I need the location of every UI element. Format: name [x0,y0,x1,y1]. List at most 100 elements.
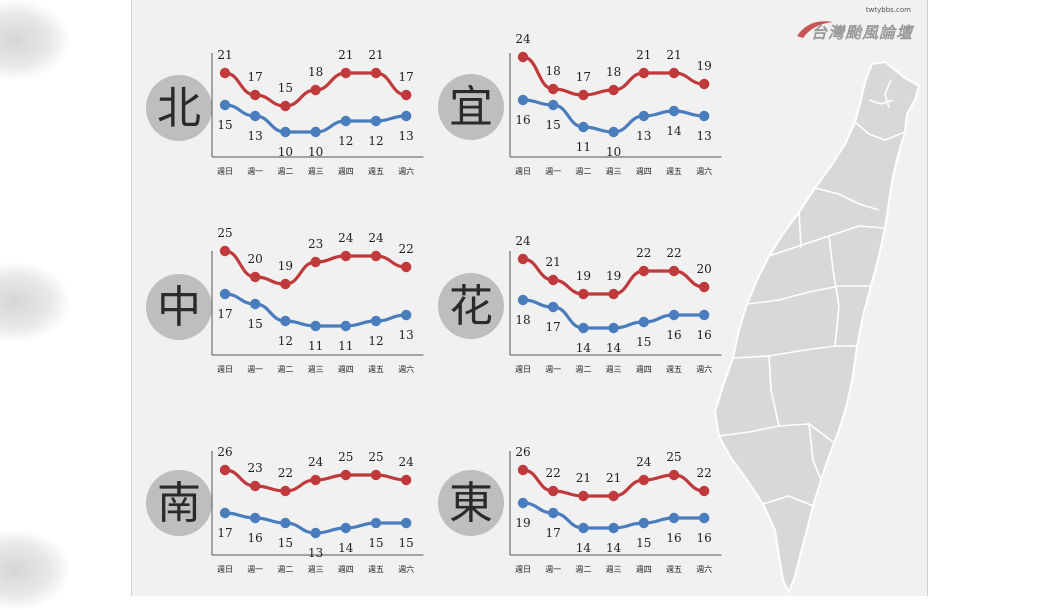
x-tick-label: 週二 [575,565,591,574]
low-temperature-label: 16 [666,328,681,342]
high-temperature-point [370,469,382,481]
low-temperature-label: 15 [278,536,293,550]
low-temperature-point [638,517,649,529]
high-temperature-label: 22 [546,466,561,480]
x-tick-label: 週六 [696,364,712,374]
x-tick-label: 週五 [368,167,384,176]
low-temperature-label: 15 [368,536,383,550]
low-temperature-point [280,315,291,327]
region-label: 東 [449,478,493,529]
high-temperature-label: 17 [248,70,263,84]
low-temperature-point [250,110,261,122]
high-temperature-point [401,89,412,101]
low-temperature-label: 16 [248,531,263,545]
high-temperature-label: 21 [368,48,383,62]
x-tick-label: 週四 [338,365,354,374]
x-tick-label: 週五 [368,365,384,374]
low-temperature-label: 14 [576,541,592,555]
low-temperature-label: 18 [515,313,530,327]
high-temperature-point [638,265,649,277]
x-tick-label: 週日 [217,365,233,374]
high-temperature-label: 17 [399,70,414,84]
x-tick-label: 週二 [277,565,293,574]
high-temperature-point [340,250,351,262]
region-circle [146,470,212,536]
high-temperature-point [699,485,710,497]
x-tick-label: 週三 [606,565,622,574]
high-temperature-point [638,474,649,486]
low-temperature-point [699,110,710,122]
low-temperature-point [638,316,649,328]
x-tick-label: 週一 [247,365,263,374]
low-temperature-label: 16 [666,531,681,545]
low-temperature-label: 14 [338,541,354,555]
low-temperature-label: 17 [546,526,561,540]
low-temperature-label: 17 [546,320,561,334]
low-temperature-point [401,110,412,122]
low-temperature-point [280,126,291,138]
high-temperature-point [370,67,382,79]
high-temperature-point [699,281,710,293]
taiwan-map [713,60,921,595]
x-tick-label: 週六 [398,364,414,374]
low-temperature-point [310,320,321,332]
high-temperature-point [699,78,710,90]
high-temperature-point [280,485,291,497]
high-temperature-point [668,469,680,481]
low-temperature-point [608,126,619,138]
high-temperature-point [548,83,559,95]
x-tick-label: 週三 [606,365,622,374]
high-temperature-point [250,480,261,492]
x-tick-label: 週三 [606,167,622,176]
low-temperature-label: 10 [278,145,293,159]
low-temperature-point [578,522,589,534]
region-label: 北 [157,83,201,134]
low-temperature-label: 16 [515,113,530,127]
high-temperature-label: 21 [217,48,232,62]
low-temperature-label: 10 [606,145,621,159]
high-temperature-point [310,474,321,486]
watermark-logo: twtybbs.com 台灣颱風論壇 [793,6,917,42]
x-tick-label: 週三 [308,167,324,176]
region-circle [438,470,504,536]
high-temperature-label: 22 [697,466,712,480]
x-tick-label: 週一 [545,365,561,374]
high-temperature-label: 19 [697,59,712,73]
watermark-name: 台灣颱風論壇 [810,23,913,42]
region-circle [146,75,212,141]
low-temperature-point [578,322,589,334]
forecast-panel: twtybbs.com 台灣颱風論壇 北週日 週一 週二 週三 週四 週五 週六 21 17 15… [131,0,928,596]
high-temperature-point [250,271,261,283]
high-temperature-label: 22 [278,466,293,480]
blurred-background-shape [0,530,70,610]
high-temperature-label: 18 [606,65,621,79]
x-tick-label: 週六 [398,166,414,176]
low-temperature-label: 15 [248,317,263,331]
x-tick-label: 週四 [636,365,652,374]
low-temperature-point [219,288,231,300]
high-temperature-point [578,288,589,300]
low-temperature-label: 16 [697,531,712,545]
low-temperature-point [517,497,529,509]
region-circle [146,274,212,340]
high-temperature-point [280,100,291,112]
high-temperature-label: 24 [515,32,531,46]
high-temperature-label: 20 [248,252,263,266]
high-temperature-label: 22 [666,246,681,260]
high-temperature-point [608,84,619,96]
high-temperature-point [517,253,529,265]
high-temperature-label: 21 [576,471,591,485]
x-tick-label: 週一 [247,167,263,176]
x-tick-label: 週一 [247,565,263,574]
low-temperature-label: 13 [248,129,263,143]
region-circle [438,74,504,140]
low-temperature-point [219,507,231,519]
high-temperature-label: 18 [308,65,323,79]
low-temperature-point [340,320,351,332]
x-tick-label: 週二 [575,365,591,374]
low-temperature-label: 10 [308,145,323,159]
x-tick-label: 週二 [277,167,293,176]
high-temperature-point [250,89,261,101]
high-temperature-point [340,469,351,481]
x-tick-label: 週五 [666,365,682,374]
